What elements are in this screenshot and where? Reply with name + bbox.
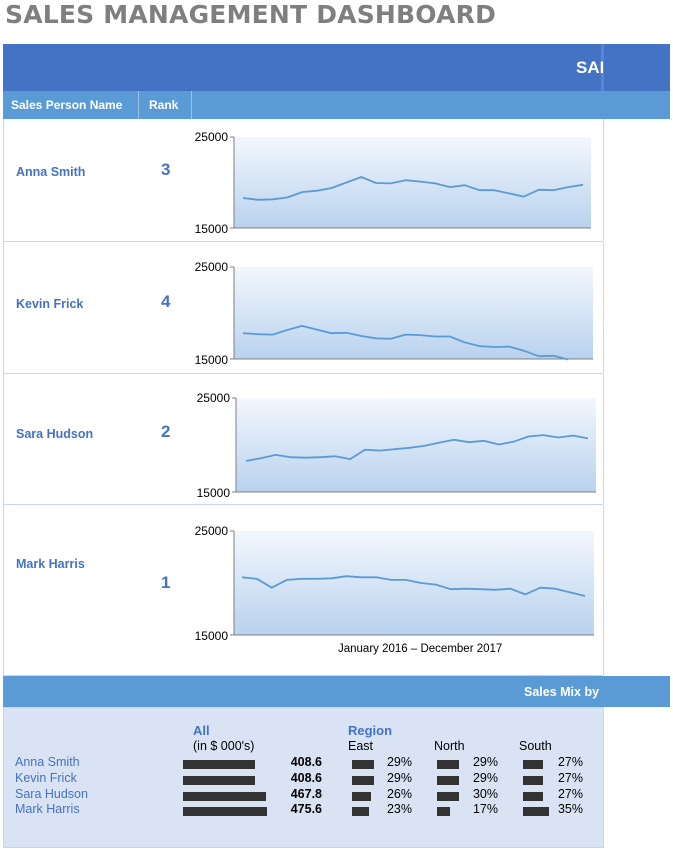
sales-person-rank: 1 — [161, 573, 171, 592]
sales-trend-line — [245, 434, 589, 462]
mix-person-name: Kevin Frick — [15, 771, 77, 785]
sales-trend-line — [242, 176, 584, 201]
sales-trend-chart: 25000 15000 — [195, 260, 593, 367]
sales-mix-header-bar — [3, 676, 670, 707]
row-border — [603, 119, 604, 241]
plot-area — [234, 267, 593, 359]
sales-person-row: Kevin Frick 4 — [3, 242, 604, 374]
sales-trend-line — [241, 575, 586, 597]
region-south-percent: 27% — [557, 755, 583, 769]
banner-title: SALES — [576, 58, 603, 77]
region-south-bar — [523, 776, 544, 785]
total-sales-bar — [183, 776, 256, 785]
region-north-percent: 29% — [472, 771, 498, 785]
total-sales-value: 408.6 — [290, 771, 322, 785]
region-north-percent: 17% — [472, 802, 498, 816]
region-east-bar — [352, 792, 372, 801]
y-tick-label: 15000 — [195, 629, 229, 643]
plot-area — [236, 398, 596, 492]
region-east-bar — [352, 776, 374, 785]
column-header-rank: Rank — [149, 98, 179, 112]
plot-area — [234, 137, 591, 228]
total-sales-bar — [183, 760, 256, 769]
region-north-bar — [437, 807, 450, 816]
region-east-bar — [352, 807, 370, 816]
sales-person-rank: 3 — [161, 160, 171, 179]
region-east-percent: 23% — [386, 802, 412, 816]
total-sales-value: 467.8 — [290, 787, 322, 801]
y-tick-label: 25000 — [195, 130, 229, 144]
page-title: SALES MANAGEMENT DASHBOARD — [5, 0, 497, 29]
row-border — [603, 242, 604, 373]
sales-person-row: Mark Harris 1 — [3, 505, 604, 676]
mix-all-units: (in $ 000's) — [193, 739, 255, 753]
row-border — [603, 374, 604, 504]
sales-person-rank: 4 — [161, 292, 171, 311]
region-north-percent: 30% — [472, 787, 498, 801]
region-south-bar — [523, 760, 544, 769]
sales-person-rank: 2 — [161, 422, 171, 441]
total-sales-value: 475.6 — [290, 802, 322, 816]
banner-divider — [601, 44, 604, 91]
region-south-percent: 27% — [557, 771, 583, 785]
mix-person-name: Anna Smith — [15, 755, 80, 769]
y-tick-label: 15000 — [197, 486, 231, 500]
region-east-bar — [352, 760, 374, 769]
sales-person-name: Kevin Frick — [16, 297, 84, 311]
region-south-bar — [523, 807, 549, 816]
region-south-percent: 35% — [557, 802, 583, 816]
region-east-percent: 29% — [386, 755, 412, 769]
plot-area — [234, 531, 594, 635]
sales-trend-chart: 25000 15000 — [195, 524, 594, 643]
sales-person-name: Anna Smith — [16, 165, 86, 179]
column-divider — [191, 91, 192, 119]
mix-all-heading: All — [193, 723, 210, 738]
sales-person-name: Sara Hudson — [16, 427, 94, 441]
mix-person-name: Sara Hudson — [15, 787, 88, 801]
region-east-label: East — [348, 739, 374, 753]
sales-mix-title: Sales Mix by — [524, 685, 600, 699]
total-sales-bar — [183, 792, 266, 801]
region-north-bar — [437, 792, 460, 801]
region-south-percent: 27% — [557, 787, 583, 801]
y-tick-label: 15000 — [195, 353, 229, 367]
region-south-label: South — [519, 739, 552, 753]
sales-trend-line — [242, 324, 569, 361]
region-north-label: North — [434, 739, 465, 753]
y-tick-label: 25000 — [195, 260, 229, 274]
region-east-percent: 26% — [386, 787, 412, 801]
column-divider — [138, 91, 139, 119]
sales-trend-chart: 25000 15000 — [195, 130, 591, 236]
column-header-bar: Sales Person Name Rank — [3, 91, 670, 119]
sales-mix-panel — [3, 707, 604, 848]
region-east-percent: 29% — [386, 771, 412, 785]
sales-person-row: Sara Hudson 2 — [3, 374, 604, 505]
x-axis-label: January 2016 – December 2017 — [338, 643, 503, 655]
y-tick-label: 15000 — [195, 222, 229, 236]
mix-region-heading: Region — [348, 723, 393, 738]
y-tick-label: 25000 — [197, 391, 231, 405]
region-north-bar — [437, 776, 459, 785]
row-border — [603, 505, 604, 675]
sales-person-row: Anna Smith 3 — [3, 119, 604, 242]
total-sales-bar — [183, 807, 267, 816]
dashboard-banner — [3, 44, 670, 91]
total-sales-value: 408.6 — [290, 755, 322, 769]
sales-person-name: Mark Harris — [16, 557, 85, 571]
region-south-bar — [523, 792, 544, 801]
region-north-percent: 29% — [472, 755, 498, 769]
sales-trend-chart: 25000 15000 — [197, 391, 596, 500]
mix-person-name: Mark Harris — [15, 802, 80, 816]
region-north-bar — [437, 760, 459, 769]
y-tick-label: 25000 — [195, 524, 229, 538]
column-header-name: Sales Person Name — [11, 98, 123, 112]
